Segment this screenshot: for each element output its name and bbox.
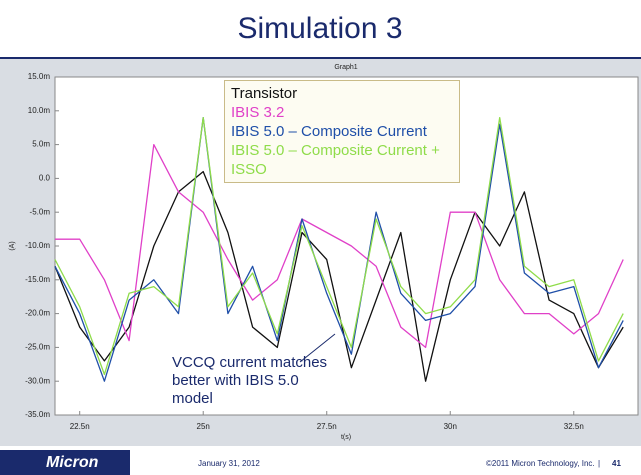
legend-entry: Transistor (231, 85, 298, 102)
y-tick-label: 10.0m (28, 106, 51, 115)
y-tick-label: 15.0m (28, 72, 51, 81)
legend-entry: IBIS 5.0 – Composite Current + ISSO (231, 142, 440, 178)
x-axis-label: t(s) (341, 434, 351, 441)
copyright: ©2011 Micron Technology, Inc. (486, 459, 595, 468)
logo-block (0, 450, 130, 475)
logo: Micron (46, 454, 99, 471)
series-line (54, 116, 624, 382)
y-tick-label: -30.0m (25, 376, 50, 385)
y-axis-label: (A) (9, 241, 16, 250)
x-tick-label: 30n (444, 422, 457, 431)
page-number: 41 (612, 459, 621, 468)
chart-title: Graph1 (334, 64, 357, 71)
x-tick-label: 25n (197, 422, 210, 431)
y-tick-label: -35.0m (25, 410, 50, 419)
legend-entry: IBIS 3.2 (231, 104, 285, 121)
y-tick-label: -5.0m (30, 207, 51, 216)
y-tick-label: 5.0m (32, 140, 50, 149)
annotation: VCCQ current matches better with IBIS 5.… (172, 354, 328, 407)
y-tick-label: 0.0 (39, 174, 51, 183)
y-tick-label: -20.0m (25, 309, 50, 318)
series-line (54, 170, 624, 382)
date: January 31, 2012 (198, 459, 260, 468)
footer: Micron January 31, 2012 ©2011 Micron Tec… (0, 448, 641, 475)
x-tick-label: 27.5n (317, 422, 337, 431)
y-tick-label: -25.0m (25, 343, 50, 352)
separator: | (598, 459, 601, 468)
x-tick-label: 32.5n (564, 422, 584, 431)
series-line (54, 116, 624, 376)
y-tick-label: -10.0m (25, 241, 50, 250)
annotation-arrow (299, 333, 336, 363)
y-tick-label: -15.0m (25, 275, 50, 284)
legend-entry: IBIS 5.0 – Composite Current (231, 123, 427, 140)
x-tick-label: 22.5n (70, 422, 90, 431)
slide-title: Simulation 3 (237, 12, 402, 45)
series-line (55, 143, 624, 349)
legend: Transistor IBIS 3.2 IBIS 5.0 – Composite C… (224, 80, 460, 183)
